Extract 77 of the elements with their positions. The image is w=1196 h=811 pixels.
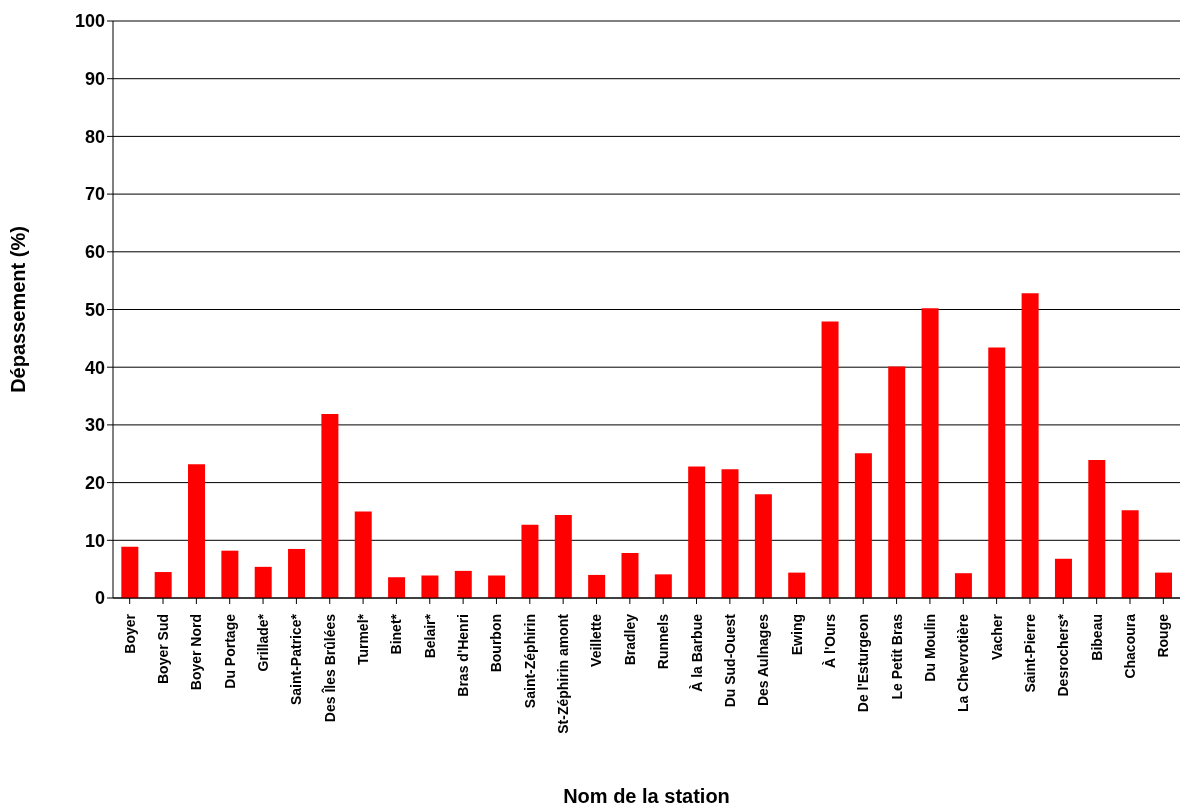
x-tick-label: De l'Esturgeon — [855, 614, 872, 713]
bar — [721, 469, 739, 598]
x-tick-label: Grillade* — [255, 613, 272, 672]
x-tick-label: Chacoura — [1121, 613, 1138, 679]
x-tick-label: Ewing — [788, 614, 805, 656]
bar — [488, 575, 506, 598]
bar — [154, 572, 172, 598]
bar — [888, 366, 906, 598]
bar — [321, 413, 339, 598]
x-tick-label: Rouge — [1155, 613, 1172, 658]
x-tick-label: Le Petit Bras — [888, 613, 905, 700]
x-tick-label: Bras d'Henri — [455, 614, 472, 697]
y-tick-label: 80 — [84, 126, 105, 147]
bar — [421, 575, 439, 598]
x-tick-label: Boyer Sud — [155, 614, 172, 685]
bar — [454, 570, 472, 598]
x-tick-label: Des Îles Brûlées — [320, 613, 338, 723]
bar — [588, 574, 606, 598]
bar — [688, 466, 706, 598]
y-tick-label: 50 — [84, 299, 105, 320]
bar — [821, 321, 839, 598]
bar — [354, 511, 372, 598]
y-tick-label: 0 — [94, 588, 105, 609]
y-tick-label: 20 — [84, 472, 105, 493]
x-tick-label: À l'Ours — [821, 613, 838, 668]
y-tick-label: 30 — [84, 415, 105, 436]
y-tick-label: 90 — [84, 69, 105, 90]
bar — [121, 546, 139, 598]
bar — [988, 347, 1006, 598]
bar — [221, 550, 239, 598]
x-tick-label: Saint-Patrice* — [288, 613, 305, 706]
y-tick-label: 40 — [84, 357, 105, 378]
x-tick-label: Boyer Nord — [188, 614, 205, 691]
x-tick-label: Boyer — [121, 613, 138, 654]
y-tick-label: 100 — [74, 11, 105, 32]
bar — [1054, 558, 1072, 598]
x-tick-label: Du Portage — [221, 613, 238, 689]
x-tick-label: À la Barbue — [688, 613, 705, 692]
x-tick-label: Binet* — [388, 613, 405, 655]
x-tick-label: Bradley — [621, 613, 638, 666]
bar — [754, 494, 772, 598]
bar — [788, 572, 806, 598]
x-tick-label: St-Zéphirin amont — [555, 613, 572, 734]
bar — [654, 574, 672, 598]
x-tick-label: Belair* — [421, 613, 438, 659]
x-tick-label: Du Sud-Ouest — [721, 613, 738, 708]
y-tick-label: 70 — [84, 184, 105, 205]
bar — [388, 577, 406, 598]
x-tick-label: Bibeau — [1088, 614, 1105, 661]
bar — [254, 566, 272, 598]
x-tick-label: Runnels — [655, 613, 672, 670]
x-tick-label: Veillette — [588, 613, 605, 667]
x-tick-label: Du Moulin — [921, 614, 938, 682]
y-axis-title: Dépassement (%) — [7, 226, 30, 393]
x-tick-label: Desrochers* — [1055, 613, 1072, 697]
bar — [1121, 510, 1139, 598]
bar — [954, 573, 972, 598]
bar — [921, 308, 939, 598]
bar — [554, 514, 572, 598]
y-tick-label: 60 — [84, 242, 105, 263]
bar — [288, 548, 306, 598]
bar — [1088, 460, 1106, 598]
x-tick-label: Turmel* — [355, 613, 372, 666]
bar — [1021, 293, 1039, 598]
bar — [854, 453, 872, 598]
y-tick-label: 10 — [84, 530, 105, 551]
x-tick-label: Bourbon — [488, 614, 505, 673]
x-axis-title: Nom de la station — [563, 785, 730, 807]
x-tick-label: La Chevrotière — [955, 613, 972, 713]
x-tick-label: Saint-Pierre — [1021, 613, 1038, 693]
bar — [188, 464, 206, 598]
x-tick-label: Vacher — [988, 613, 1005, 660]
x-tick-label: Des Aulnages — [755, 613, 772, 707]
bar — [621, 552, 639, 598]
x-tick-label: Saint-Zéphirin — [521, 614, 538, 709]
bar — [1154, 572, 1172, 598]
bar — [521, 524, 539, 598]
